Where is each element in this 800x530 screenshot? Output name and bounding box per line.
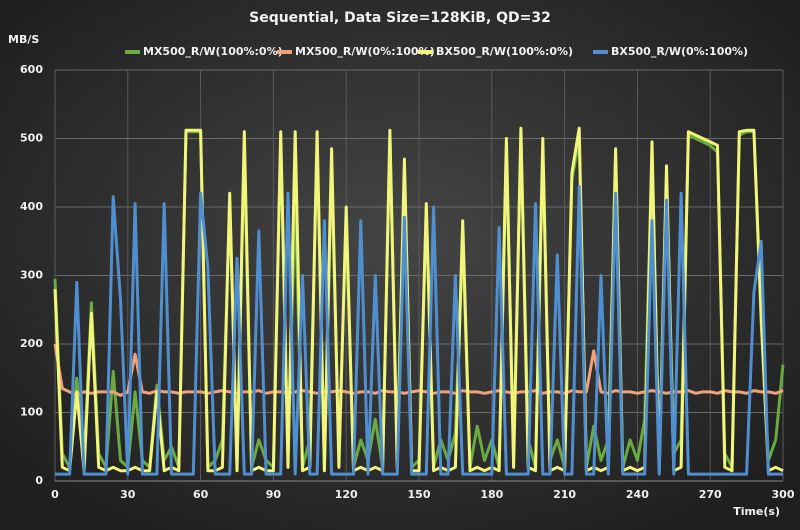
legend-label: MX500_R/W(100%:0%) [143,45,283,58]
y-tick-label: 100 [20,406,43,419]
x-axis-label: Time(s) [733,505,780,518]
x-tick-label: 270 [699,488,722,501]
legend-label: MX500_R/W(0%:100%) [295,45,435,58]
series-line [55,184,783,476]
x-tick-label: 0 [51,488,59,501]
x-tick-label: 300 [772,488,795,501]
plot [53,126,785,476]
x-tick-label: 30 [120,488,136,501]
legend-label: BX500_R/W(100%:0%) [436,45,573,58]
y-tick-label: 0 [35,474,43,487]
x-tick-label: 150 [408,488,431,501]
chart-title: Sequential, Data Size=128KiB, QD=32 [249,10,551,26]
x-tick-label: 240 [626,488,649,501]
x-tick-label: 120 [335,488,358,501]
x-tick-label: 60 [193,488,209,501]
y-tick-label: 600 [20,63,43,76]
x-tick-label: 210 [553,488,576,501]
y-tick-label: 300 [20,269,43,282]
y-tick-label: 500 [20,132,43,145]
x-tick-label: 90 [266,488,282,501]
y-axis-label: MB/S [8,33,39,46]
y-tick-label: 200 [20,337,43,350]
legend: MX500_R/W(100%:0%) MX500_R/W(0%:100%) BX50… [125,45,748,58]
x-tick-label: 180 [480,488,503,501]
legend-label: BX500_R/W(0%:100%) [611,45,748,58]
y-tick-label: 400 [20,200,43,213]
